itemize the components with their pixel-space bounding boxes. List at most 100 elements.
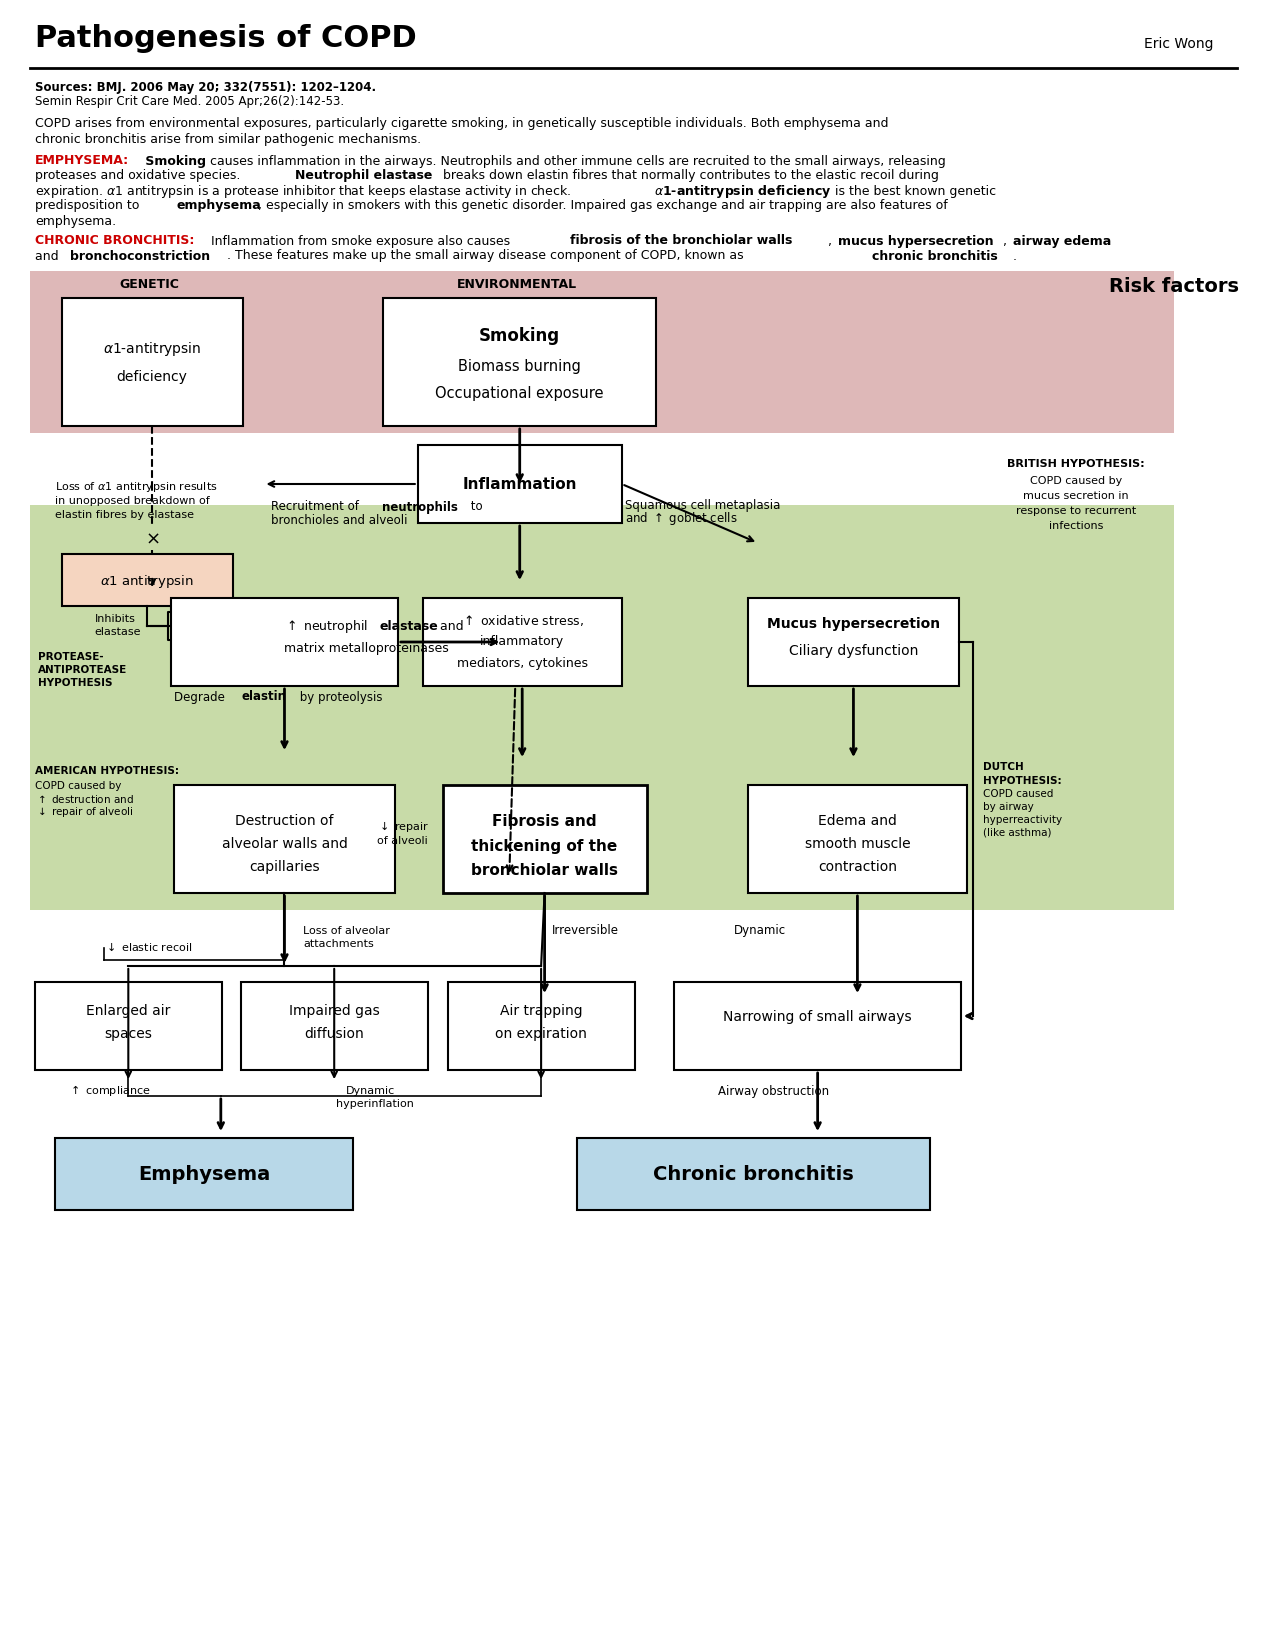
FancyBboxPatch shape bbox=[34, 982, 222, 1070]
Text: HYPOTHESIS:: HYPOTHESIS: bbox=[982, 776, 1061, 786]
Text: Edema and: Edema and bbox=[818, 814, 897, 827]
Text: inflammatory: inflammatory bbox=[480, 634, 564, 648]
Text: elastin fibres by elastase: elastin fibres by elastase bbox=[55, 509, 194, 519]
Text: attachments: attachments bbox=[303, 938, 375, 949]
Text: $\downarrow$ repair: $\downarrow$ repair bbox=[377, 819, 429, 834]
FancyBboxPatch shape bbox=[61, 298, 243, 427]
Text: Destruction of: Destruction of bbox=[236, 814, 334, 827]
Text: $\uparrow$ destruction and: $\uparrow$ destruction and bbox=[34, 793, 134, 804]
Text: $\uparrow$ compliance: $\uparrow$ compliance bbox=[68, 1083, 150, 1098]
Text: Sources: BMJ. 2006 May 20; 332(7551): 1202–1204.: Sources: BMJ. 2006 May 20; 332(7551): 12… bbox=[34, 81, 376, 94]
Text: Occupational exposure: Occupational exposure bbox=[436, 386, 604, 400]
Text: (like asthma): (like asthma) bbox=[982, 827, 1051, 837]
Text: and: and bbox=[34, 249, 62, 262]
Text: Mucus hypersecretion: Mucus hypersecretion bbox=[767, 616, 940, 631]
Text: matrix metalloproteinases: matrix metalloproteinases bbox=[284, 643, 450, 656]
Text: Irreversible: Irreversible bbox=[552, 925, 619, 938]
FancyBboxPatch shape bbox=[577, 1139, 930, 1210]
Text: HYPOTHESIS: HYPOTHESIS bbox=[38, 677, 112, 687]
Text: Inflammation: Inflammation bbox=[462, 478, 577, 493]
Text: ,: , bbox=[1003, 234, 1010, 247]
Text: Smoking: Smoking bbox=[479, 326, 561, 344]
Text: Loss of alveolar: Loss of alveolar bbox=[303, 926, 390, 936]
Text: Emphysema: Emphysema bbox=[138, 1165, 270, 1183]
FancyBboxPatch shape bbox=[55, 1139, 353, 1210]
Text: and: and bbox=[436, 620, 464, 633]
Text: spaces: spaces bbox=[104, 1027, 153, 1040]
FancyBboxPatch shape bbox=[748, 786, 967, 893]
Text: Impaired gas: Impaired gas bbox=[289, 1004, 380, 1017]
Text: Enlarged air: Enlarged air bbox=[87, 1004, 171, 1017]
Text: $\uparrow$ oxidative stress,: $\uparrow$ oxidative stress, bbox=[461, 613, 583, 628]
Text: Pathogenesis of COPD: Pathogenesis of COPD bbox=[34, 25, 417, 53]
Text: Loss of $\alpha$1 antitrypsin results: Loss of $\alpha$1 antitrypsin results bbox=[55, 480, 218, 494]
Text: thickening of the: thickening of the bbox=[471, 837, 618, 854]
Text: by proteolysis: by proteolysis bbox=[297, 691, 383, 704]
Text: and $\uparrow$ goblet cells: and $\uparrow$ goblet cells bbox=[624, 511, 738, 527]
Text: causes inflammation in the airways. Neutrophils and other immune cells are recru: causes inflammation in the airways. Neut… bbox=[206, 155, 945, 168]
Text: Risk factors: Risk factors bbox=[1110, 277, 1240, 297]
Text: Squamous cell metaplasia: Squamous cell metaplasia bbox=[624, 498, 780, 511]
Text: contraction: contraction bbox=[818, 860, 897, 873]
Text: capillaries: capillaries bbox=[250, 860, 320, 873]
Text: Degrade: Degrade bbox=[175, 691, 229, 704]
Text: Inflammation from smoke exposure also causes: Inflammation from smoke exposure also ca… bbox=[206, 234, 513, 247]
FancyBboxPatch shape bbox=[674, 982, 961, 1070]
Text: Airway obstruction: Airway obstruction bbox=[719, 1084, 829, 1098]
FancyBboxPatch shape bbox=[29, 722, 1173, 910]
Text: smooth muscle: smooth muscle bbox=[805, 837, 910, 850]
Text: elastase: elastase bbox=[94, 626, 141, 636]
Text: COPD caused: COPD caused bbox=[982, 788, 1054, 799]
FancyBboxPatch shape bbox=[423, 598, 622, 687]
Text: Dynamic: Dynamic bbox=[734, 925, 786, 938]
Text: Dynamic: Dynamic bbox=[347, 1086, 395, 1096]
Text: DUTCH: DUTCH bbox=[982, 761, 1023, 771]
Text: $\alpha$1-antitrypsin deficiency: $\alpha$1-antitrypsin deficiency bbox=[654, 183, 831, 199]
Text: Ciliary dysfunction: Ciliary dysfunction bbox=[789, 644, 919, 658]
Text: ,: , bbox=[828, 234, 836, 247]
Text: BRITISH HYPOTHESIS:: BRITISH HYPOTHESIS: bbox=[1008, 458, 1145, 468]
Text: chronic bronchitis: chronic bronchitis bbox=[873, 249, 998, 262]
Text: bronchioles and alveoli: bronchioles and alveoli bbox=[270, 514, 408, 527]
Text: EMPHYSEMA:: EMPHYSEMA: bbox=[34, 155, 129, 168]
Text: Narrowing of small airways: Narrowing of small airways bbox=[724, 1009, 912, 1023]
Text: $\downarrow$ elastic recoil: $\downarrow$ elastic recoil bbox=[104, 941, 192, 953]
FancyBboxPatch shape bbox=[447, 982, 634, 1070]
Text: by airway: by airway bbox=[982, 801, 1033, 811]
Text: to: to bbox=[466, 501, 482, 513]
Text: Recruitment of: Recruitment of bbox=[270, 501, 362, 513]
FancyBboxPatch shape bbox=[171, 598, 397, 687]
Text: of alveoli: of alveoli bbox=[377, 836, 428, 845]
Text: $\alpha$1 antitrypsin: $\alpha$1 antitrypsin bbox=[101, 572, 194, 588]
FancyBboxPatch shape bbox=[383, 298, 656, 427]
Text: hyperreactivity: hyperreactivity bbox=[982, 814, 1061, 824]
Text: ANTIPROTEASE: ANTIPROTEASE bbox=[38, 664, 127, 674]
Text: Chronic bronchitis: Chronic bronchitis bbox=[654, 1165, 854, 1183]
Text: deficiency: deficiency bbox=[117, 369, 187, 384]
Text: predisposition to: predisposition to bbox=[34, 199, 143, 213]
Text: . These features make up the small airway disease component of COPD, known as: . These features make up the small airwa… bbox=[227, 249, 748, 262]
Text: elastase: elastase bbox=[380, 620, 438, 633]
Text: response to recurrent: response to recurrent bbox=[1017, 506, 1136, 516]
Text: hyperinflation: hyperinflation bbox=[336, 1098, 414, 1109]
FancyBboxPatch shape bbox=[29, 506, 1173, 750]
Text: on expiration: on expiration bbox=[496, 1027, 587, 1040]
Text: CHRONIC BRONCHITIS:: CHRONIC BRONCHITIS: bbox=[34, 234, 194, 247]
Text: , especially in smokers with this genetic disorder. Impaired gas exchange and ai: , especially in smokers with this geneti… bbox=[257, 199, 948, 213]
Text: $\alpha$1-antitrypsin: $\alpha$1-antitrypsin bbox=[103, 339, 201, 358]
Text: Semin Respir Crit Care Med. 2005 Apr;26(2):142-53.: Semin Respir Crit Care Med. 2005 Apr;26(… bbox=[34, 96, 344, 109]
Text: .: . bbox=[1013, 249, 1017, 262]
Text: is the best known genetic: is the best known genetic bbox=[831, 185, 996, 198]
Text: Eric Wong: Eric Wong bbox=[1144, 36, 1213, 51]
FancyBboxPatch shape bbox=[61, 555, 233, 606]
Text: mediators, cytokines: mediators, cytokines bbox=[456, 656, 587, 669]
Text: mucus secretion in: mucus secretion in bbox=[1023, 491, 1129, 501]
Text: PROTEASE-: PROTEASE- bbox=[38, 651, 103, 661]
Text: Inhibits: Inhibits bbox=[94, 613, 135, 623]
Text: ENVIRONMENTAL: ENVIRONMENTAL bbox=[457, 279, 577, 292]
Text: fibrosis of the bronchiolar walls: fibrosis of the bronchiolar walls bbox=[569, 234, 792, 247]
Text: emphysema: emphysema bbox=[176, 199, 261, 213]
Text: bronchiolar walls: bronchiolar walls bbox=[471, 864, 618, 878]
Text: elastin: elastin bbox=[242, 691, 287, 704]
Text: Fibrosis and: Fibrosis and bbox=[492, 812, 598, 827]
